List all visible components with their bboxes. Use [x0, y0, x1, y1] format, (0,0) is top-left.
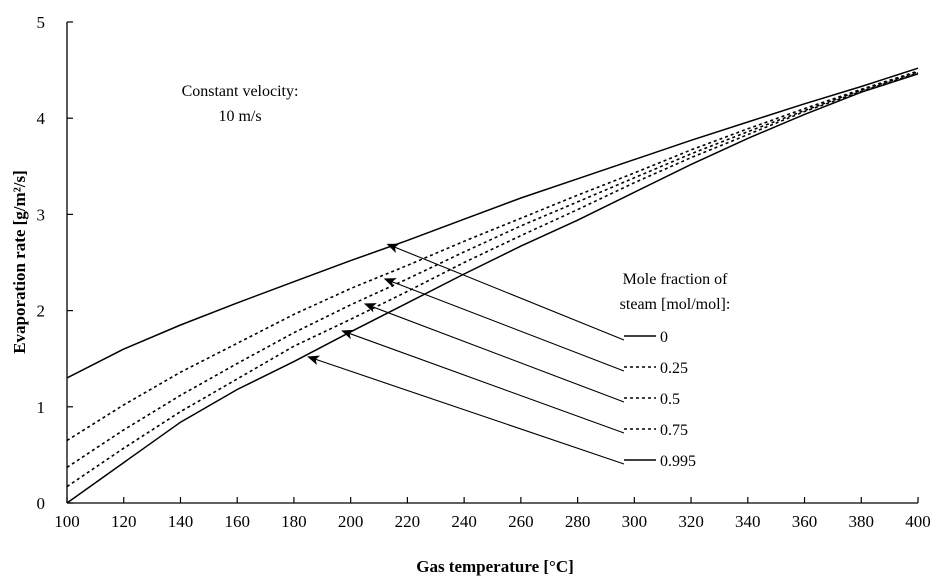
y-tick-label: 1	[37, 398, 46, 417]
legend-title-line-2: steam [mol/mol]:	[620, 296, 731, 313]
y-tick-label: 0	[37, 494, 46, 513]
legend-items: 0 0.25 0.5 0.75 0.995	[624, 329, 696, 470]
annotation-line-1: Constant velocity:	[182, 83, 299, 100]
y-tick-label: 3	[37, 205, 46, 224]
y-tick-label: 5	[37, 13, 46, 32]
legend-label: 0.75	[660, 422, 688, 439]
arrows-layer	[307, 243, 625, 465]
x-tick-label: 220	[395, 512, 421, 531]
ticks: 100 120 140 160 180 200 220 240 260 280 300 320 340 3…	[37, 13, 931, 531]
x-tick-label: 340	[735, 512, 761, 531]
x-tick-label: 400	[905, 512, 931, 531]
legend-title-line-1: Mole fraction of	[623, 271, 729, 288]
x-tick-label: 280	[565, 512, 591, 531]
series-layer	[66, 67, 919, 504]
legend-label: 0	[660, 329, 668, 346]
y-tick-label: 2	[37, 302, 46, 321]
x-axis-title: Gas temperature [°C]	[416, 557, 574, 576]
x-tick-label: 120	[111, 512, 137, 531]
annotation-line-2: 10 m/s	[218, 108, 261, 125]
series-line-0	[66, 67, 919, 379]
x-tick-label: 240	[451, 512, 477, 531]
legend-arrow	[341, 329, 625, 434]
series-line-0-25	[66, 70, 919, 442]
legend-arrow	[363, 303, 625, 403]
legend-label: 0.995	[660, 453, 696, 470]
x-tick-label: 160	[224, 512, 250, 531]
legend-arrow	[386, 243, 625, 341]
y-tick-label: 4	[37, 109, 46, 128]
x-tick-label: 380	[849, 512, 875, 531]
series-line-0-5	[66, 71, 919, 469]
legend-label: 0.5	[660, 391, 680, 408]
x-tick-label: 360	[792, 512, 818, 531]
x-tick-label: 260	[508, 512, 534, 531]
y-axis-title: Evaporation rate [g/m²/s]	[10, 170, 29, 354]
legend-label: 0.25	[660, 360, 688, 377]
x-tick-label: 300	[622, 512, 648, 531]
x-tick-label: 100	[54, 512, 80, 531]
legend: Mole fraction of steam [mol/mol]: 00.250…	[620, 271, 731, 470]
series-line-0-75	[66, 72, 919, 488]
x-tick-label: 320	[678, 512, 704, 531]
series-line-0-995	[66, 73, 919, 504]
axes	[66, 22, 918, 504]
legend-arrow	[307, 355, 625, 465]
legend-arrow	[383, 278, 625, 372]
x-tick-label: 200	[338, 512, 364, 531]
x-tick-label: 180	[281, 512, 307, 531]
x-tick-label: 140	[168, 512, 194, 531]
